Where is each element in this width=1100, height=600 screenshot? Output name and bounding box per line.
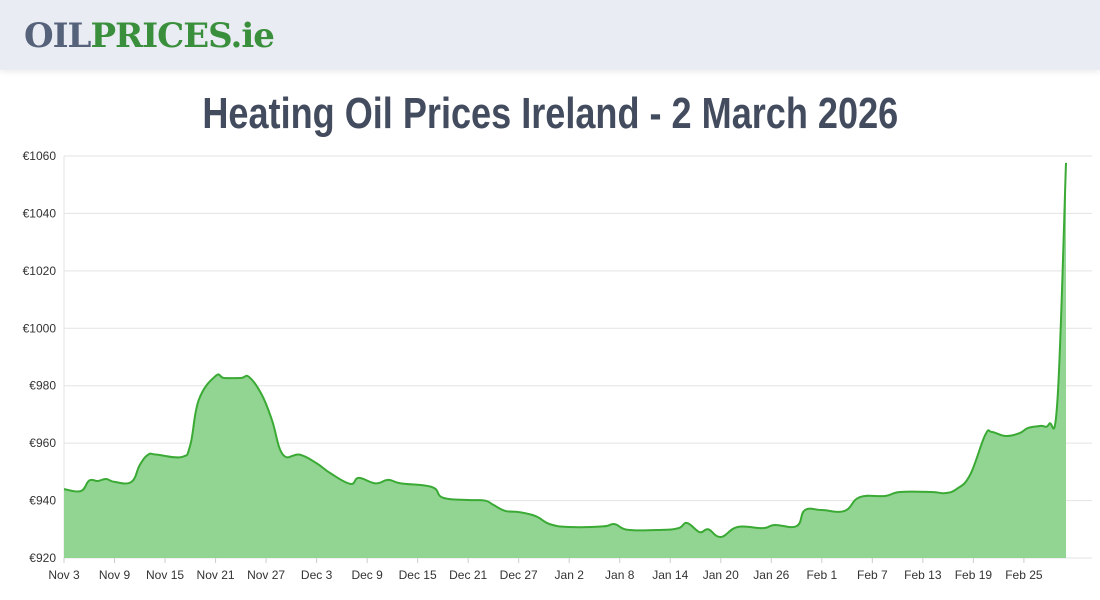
x-tick-label: Nov 15 (146, 568, 184, 582)
x-tick-label: Dec 15 (399, 568, 437, 582)
x-tick-label: Nov 21 (197, 568, 235, 582)
x-tick-label: Dec 27 (500, 568, 538, 582)
x-tick-label: Feb 19 (955, 568, 993, 582)
y-tick-label: €1060 (23, 149, 57, 163)
series-area (64, 162, 1066, 559)
y-tick-label: €1000 (23, 321, 57, 335)
y-tick-label: €920 (29, 551, 56, 565)
page-title: Heating Oil Prices Ireland - 2 March 202… (202, 89, 898, 138)
x-tick-label: Dec 9 (351, 568, 383, 582)
y-tick-label: €1040 (23, 206, 57, 220)
x-tick-label: Feb 25 (1005, 568, 1043, 582)
y-tick-label: €940 (29, 494, 56, 508)
x-tick-label: Jan 20 (703, 568, 739, 582)
series-line (63, 162, 1067, 539)
x-tick-label: Nov 9 (99, 568, 131, 582)
site-header: OILPRICES.ie (0, 0, 1100, 70)
x-tick-label: Dec 21 (449, 568, 487, 582)
x-tick-label: Dec 3 (301, 568, 333, 582)
x-tick-label: Nov 3 (48, 568, 80, 582)
x-tick-label: Feb 1 (806, 568, 837, 582)
x-tick-label: Jan 26 (753, 568, 789, 582)
x-tick-label: Jan 14 (652, 568, 688, 582)
y-tick-label: €1020 (23, 264, 57, 278)
y-tick-label: €980 (29, 379, 56, 393)
x-tick-label: Jan 8 (605, 568, 635, 582)
x-tick-label: Jan 2 (555, 568, 585, 582)
site-logo[interactable]: OILPRICES.ie (24, 16, 275, 56)
y-tick-label: €960 (29, 436, 56, 450)
x-tick-label: Feb 13 (904, 568, 942, 582)
x-tick-label: Nov 27 (247, 568, 285, 582)
x-tick-label: Feb 7 (857, 568, 888, 582)
